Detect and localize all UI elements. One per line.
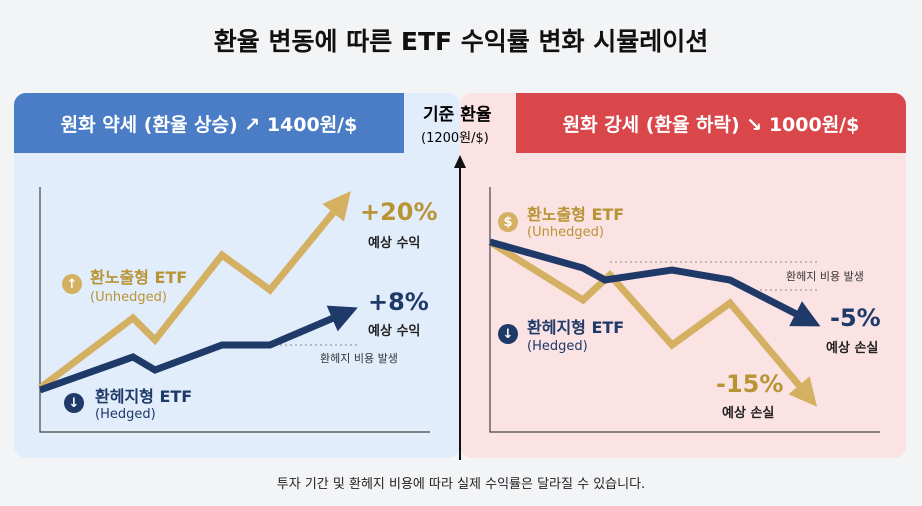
down-arrow-icon: ↓	[498, 324, 518, 344]
baseline-rate: (1200원/$)	[421, 131, 489, 146]
left-hedged-line	[38, 305, 358, 394]
footer-disclaimer: 투자 기간 및 환헤지 비용에 따라 실제 수익률은 달라질 수 있습니다.	[276, 477, 646, 492]
right-hedged-line	[489, 238, 821, 327]
weak-won-header: 원화 약세 (환율 상승) ↗ 1400원/$	[14, 93, 404, 153]
left-unhedged-en: (Unhedged)	[90, 290, 167, 305]
right-unhedged-caption: 예상 손실	[722, 406, 775, 421]
left-hedged-value: +8%	[368, 288, 429, 316]
right-unhedged-value: -15%	[716, 370, 784, 398]
strong-won-panel	[460, 93, 906, 458]
right-unhedged-label: 환노출형 ETF	[527, 205, 625, 224]
right-unhedged-en: (Unhedged)	[527, 225, 604, 240]
right-hedged-en: (Hedged)	[527, 339, 588, 354]
left-hedged-label: 환헤지형 ETF	[95, 387, 193, 406]
left-unhedged-caption: 예상 수익	[368, 236, 421, 251]
right-hedged-value: -5%	[830, 304, 881, 332]
right-unhedged-line	[488, 239, 817, 407]
hedge-cost-guides	[270, 261, 820, 346]
left-hedged-caption: 예상 수익	[368, 324, 421, 339]
right-hedged-caption: 예상 손실	[826, 341, 879, 356]
weak-won-panel	[14, 93, 460, 458]
left-hedged-en: (Hedged)	[95, 407, 156, 422]
dollar-icon: $	[498, 212, 518, 232]
left-hedge-cost-note: 환헤지 비용 발생	[320, 352, 398, 365]
baseline-label: 기준 환율	[423, 105, 492, 125]
page-title: 환율 변동에 따른 ETF 수익률 변화 시뮬레이션	[213, 27, 709, 56]
left-unhedged-label: 환노출형 ETF	[90, 268, 188, 287]
right-hedged-label: 환헤지형 ETF	[527, 318, 625, 337]
strong-won-header: 원화 강세 (환율 하락) ↘ 1000원/$	[516, 93, 906, 153]
right-hedge-cost-note: 환헤지 비용 발생	[786, 270, 864, 283]
left-unhedged-line	[37, 191, 351, 391]
up-arrow-icon: ↑	[62, 274, 82, 294]
down-arrow-icon: ↓	[64, 393, 84, 413]
right-axes	[489, 187, 880, 433]
left-axes	[39, 187, 430, 433]
baseline-arrowhead	[454, 155, 466, 168]
left-unhedged-value: +20%	[360, 198, 438, 226]
